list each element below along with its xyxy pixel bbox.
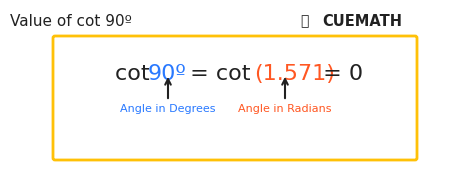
Text: Angle in Radians: Angle in Radians: [238, 104, 332, 114]
Text: CUEMATH: CUEMATH: [322, 14, 402, 29]
Text: = 0: = 0: [316, 64, 363, 84]
Text: Value of cot 90º: Value of cot 90º: [10, 14, 132, 29]
Text: (1.571): (1.571): [254, 64, 335, 84]
FancyBboxPatch shape: [53, 36, 417, 160]
Text: Angle in Degrees: Angle in Degrees: [120, 104, 216, 114]
Text: 90º: 90º: [148, 64, 187, 84]
Text: = cot: = cot: [183, 64, 258, 84]
Text: cot: cot: [115, 64, 157, 84]
Text: 🚀: 🚀: [300, 14, 309, 28]
